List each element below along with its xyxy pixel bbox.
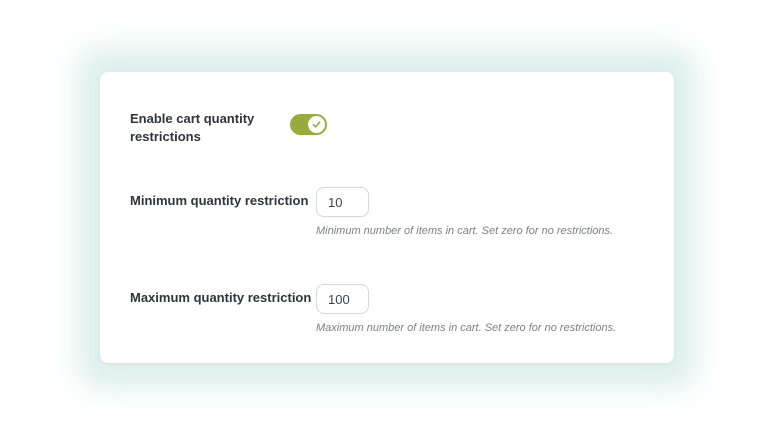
maximum-quantity-help-text: Maximum number of items in cart. Set zer… xyxy=(316,322,617,334)
minimum-quantity-help-text: Minimum number of items in cart. Set zer… xyxy=(316,225,614,237)
maximum-quantity-input[interactable] xyxy=(316,284,369,314)
maximum-quantity-label: Maximum quantity restriction xyxy=(130,290,312,305)
enable-restrictions-label: Enable cart quantity restrictions xyxy=(130,111,255,144)
cart-restrictions-settings-card: Enable cart quantity restrictions Minimu… xyxy=(100,72,674,363)
check-icon xyxy=(312,120,321,129)
enable-restrictions-toggle[interactable] xyxy=(290,114,327,135)
minimum-quantity-label: Minimum quantity restriction xyxy=(130,193,309,208)
toggle-knob xyxy=(308,116,325,133)
maximum-quantity-row: Maximum quantity restriction Maximum num… xyxy=(130,281,616,335)
minimum-quantity-input[interactable] xyxy=(316,187,369,217)
enable-restrictions-row: Enable cart quantity restrictions xyxy=(130,110,327,146)
minimum-quantity-row: Minimum quantity restriction Minimum num… xyxy=(130,184,613,238)
